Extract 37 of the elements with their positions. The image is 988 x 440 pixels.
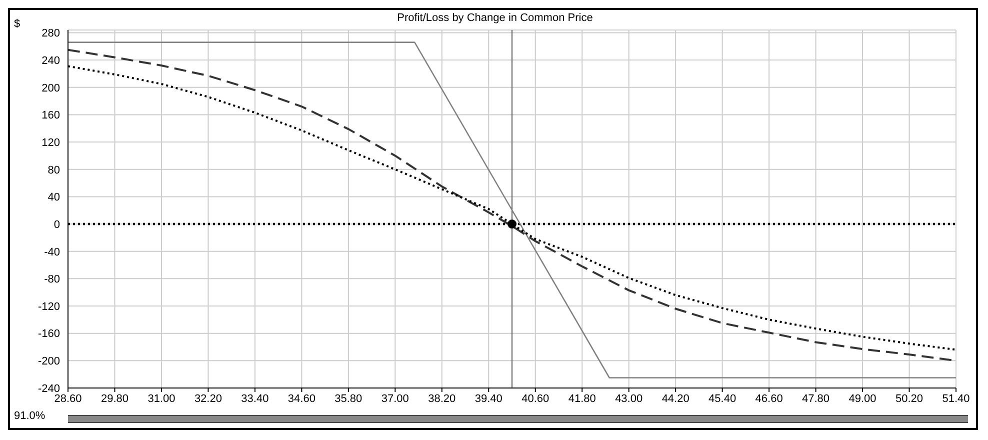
x-tick-label: 33.40 (241, 392, 269, 405)
y-tick-label: 200 (42, 82, 60, 94)
x-tick-label: 32.20 (194, 392, 222, 405)
y-tick-label: 160 (42, 110, 60, 122)
y-tick-label: -120 (38, 300, 60, 313)
x-tick-label: 39.40 (474, 392, 502, 405)
y-tick-label: -40 (44, 246, 60, 258)
y-tick-label: -200 (38, 356, 60, 368)
x-tick-label: 29.80 (100, 392, 128, 405)
x-tick-label: 40.60 (522, 392, 550, 405)
x-tick-label: 35.80 (334, 392, 362, 405)
x-tick-label: 49.00 (848, 392, 876, 405)
x-tick-label: 47.80 (802, 392, 830, 405)
y-tick-label: 0 (54, 218, 60, 231)
y-tick-label: 80 (48, 164, 60, 176)
x-tick-label: 46.60 (755, 392, 783, 405)
x-tick-label: 28.60 (54, 392, 82, 405)
y-tick-label: 240 (42, 54, 60, 67)
x-tick-label: 43.00 (615, 392, 643, 405)
x-tick-label: 50.20 (896, 392, 924, 405)
x-tick-label: 38.20 (428, 392, 456, 405)
x-tick-label: 37.00 (381, 392, 409, 405)
y-tick-label: 280 (42, 28, 60, 40)
chart-title: Profit/Loss by Change in Common Price (397, 12, 593, 24)
x-tick-label: 44.20 (662, 392, 690, 405)
x-tick-label: 34.60 (288, 392, 316, 405)
y-tick-label: -80 (44, 274, 60, 286)
y-tick-label: 40 (48, 192, 60, 204)
x-tick-label: 45.40 (708, 392, 736, 405)
x-tick-label: 31.00 (148, 392, 176, 405)
x-tick-label: 41.80 (568, 392, 596, 405)
text: 91.0% (14, 410, 46, 422)
x-tick-label: 51.40 (942, 392, 970, 405)
y-tick-label: -160 (38, 328, 60, 340)
y-axis-title: $ (14, 18, 20, 30)
y-tick-label: 120 (42, 136, 60, 149)
y-tick-label: -240 (38, 382, 60, 395)
